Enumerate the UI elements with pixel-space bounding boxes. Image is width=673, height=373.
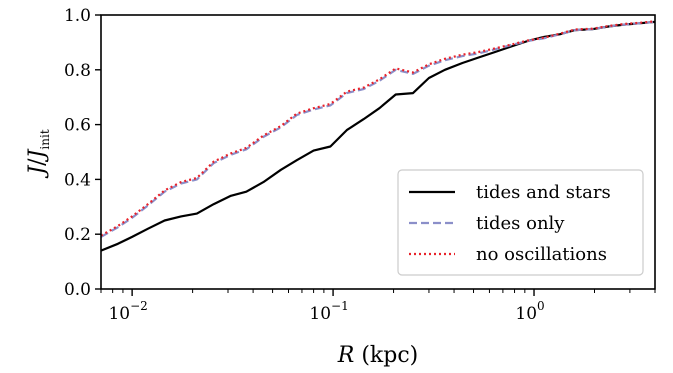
ticks-layer: 0.0 0.2 0.4 0.6 0.8 1.0 10−2 10−1 100 <box>64 6 656 324</box>
series-layer <box>100 20 656 252</box>
plot-frame <box>100 14 656 290</box>
x-tick-label-0: 10−2 <box>108 299 147 324</box>
y-title-base: J <box>25 165 50 179</box>
y-tick-label-5: 1.0 <box>64 6 91 26</box>
y-tick-label-2: 0.4 <box>64 170 91 190</box>
legend-label-1: tides only <box>476 213 565 234</box>
legend-label-2: no oscillations <box>476 244 607 265</box>
x-tick-label-2: 100 <box>515 299 544 324</box>
x-tick-label-1: 10−1 <box>309 299 348 324</box>
legend: tides and stars tides only no oscillations <box>397 169 644 276</box>
y-title-var: J <box>25 148 50 162</box>
x-title-var: R <box>337 343 355 368</box>
legend-box <box>397 169 644 276</box>
x-axis-title: R (kpc) <box>337 343 418 368</box>
x-title-unit: (kpc) <box>354 343 418 368</box>
y-title-slash: / <box>25 158 50 166</box>
y-axis-title: J/Jinit <box>25 129 52 178</box>
y-tick-label-3: 0.6 <box>64 116 91 136</box>
legend-label-0: tides and stars <box>476 182 611 203</box>
y-tick-label-1: 0.2 <box>64 225 91 245</box>
y-title-sub: init <box>38 129 52 149</box>
y-tick-label-0: 0.0 <box>64 280 91 300</box>
series-line-1 <box>100 20 656 238</box>
y-tick-label-4: 0.8 <box>64 61 91 81</box>
